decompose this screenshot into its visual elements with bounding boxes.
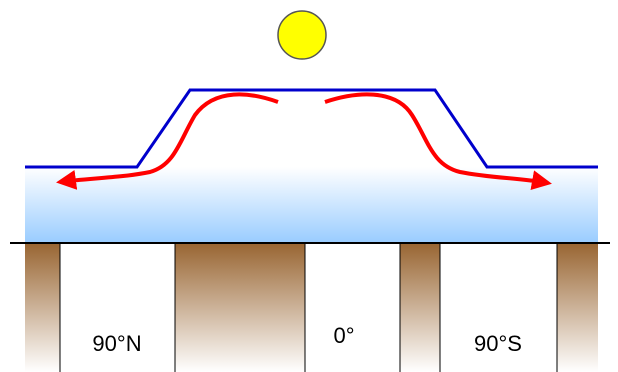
tropopause [25, 90, 598, 167]
latitude-label: 90°N [92, 331, 141, 356]
diagram: 90°N 0° 90°S [0, 0, 618, 372]
soil [175, 244, 305, 372]
page: {"labels": ["90°N", "0°", "90°S"]} 90°N … [0, 0, 618, 372]
sun [278, 11, 326, 59]
soil [400, 244, 440, 372]
soil [25, 244, 60, 372]
soil [557, 244, 598, 372]
latitude-label: 90°S [474, 331, 522, 356]
latitude-label: 0° [333, 323, 354, 348]
